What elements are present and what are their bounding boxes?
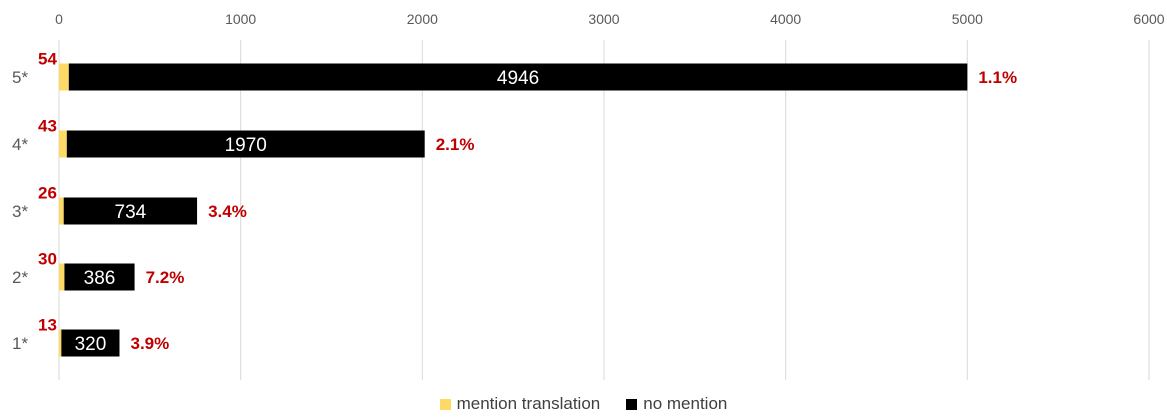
data-label-mention-translation-1: 43 xyxy=(38,117,57,136)
percent-label-3: 7.2% xyxy=(146,268,185,287)
category-label-1: 4* xyxy=(12,135,28,154)
data-label-no-mention-3: 386 xyxy=(84,268,116,289)
data-label-no-mention-4: 320 xyxy=(75,334,107,355)
bar-mention-translation-0 xyxy=(59,63,69,91)
data-label-no-mention-2: 734 xyxy=(115,202,147,223)
percent-label-1: 2.1% xyxy=(436,135,475,154)
data-label-mention-translation-2: 26 xyxy=(38,184,57,203)
x-tick-label-6000: 6000 xyxy=(1133,11,1164,27)
x-tick-label-2000: 2000 xyxy=(407,11,438,27)
x-tick-label-3000: 3000 xyxy=(588,11,619,27)
bar-no-mention-0 xyxy=(68,63,968,91)
stacked-bar-chart: 0 1000 2000 3000 4000 5000 6000 5* 4946 54 1.1% 4* 1… xyxy=(12,11,1165,380)
legend-label-no-mention: no mention xyxy=(643,394,728,413)
legend-item-mention-translation: mention translation xyxy=(439,394,601,414)
bar-mention-translation-1 xyxy=(59,130,67,158)
legend-swatch-no-mention xyxy=(626,398,638,410)
bar-mention-translation-4 xyxy=(59,329,62,357)
percent-label-4: 3.9% xyxy=(130,334,169,353)
legend-swatch-mention-translation xyxy=(439,398,451,410)
data-label-no-mention-1: 1970 xyxy=(225,135,267,156)
bar-no-mention-4 xyxy=(61,329,120,357)
legend-label-mention-translation: mention translation xyxy=(456,394,601,413)
bar-mention-translation-2 xyxy=(59,197,64,225)
percent-label-2: 3.4% xyxy=(208,202,247,221)
data-label-no-mention-0: 4946 xyxy=(497,68,539,89)
category-label-4: 1* xyxy=(12,334,28,353)
data-label-mention-translation-4: 13 xyxy=(38,316,57,335)
legend: mention translation no mention xyxy=(0,394,1167,414)
bar-no-mention-1 xyxy=(66,130,425,158)
bar-no-mention-3 xyxy=(64,263,135,291)
category-label-3: 2* xyxy=(12,268,28,287)
legend-item-no-mention: no mention xyxy=(626,394,727,414)
bar-no-mention-2 xyxy=(63,197,198,225)
bar-mention-translation-3 xyxy=(59,263,65,291)
category-label-2: 3* xyxy=(12,202,28,221)
category-label-0: 5* xyxy=(12,68,28,87)
data-label-mention-translation-3: 30 xyxy=(38,250,57,269)
data-label-mention-translation-0: 54 xyxy=(38,50,57,69)
x-tick-label-1000: 1000 xyxy=(225,11,256,27)
x-tick-label-0: 0 xyxy=(55,11,63,27)
percent-label-0: 1.1% xyxy=(978,68,1017,87)
x-tick-label-4000: 4000 xyxy=(770,11,801,27)
x-tick-label-5000: 5000 xyxy=(952,11,983,27)
